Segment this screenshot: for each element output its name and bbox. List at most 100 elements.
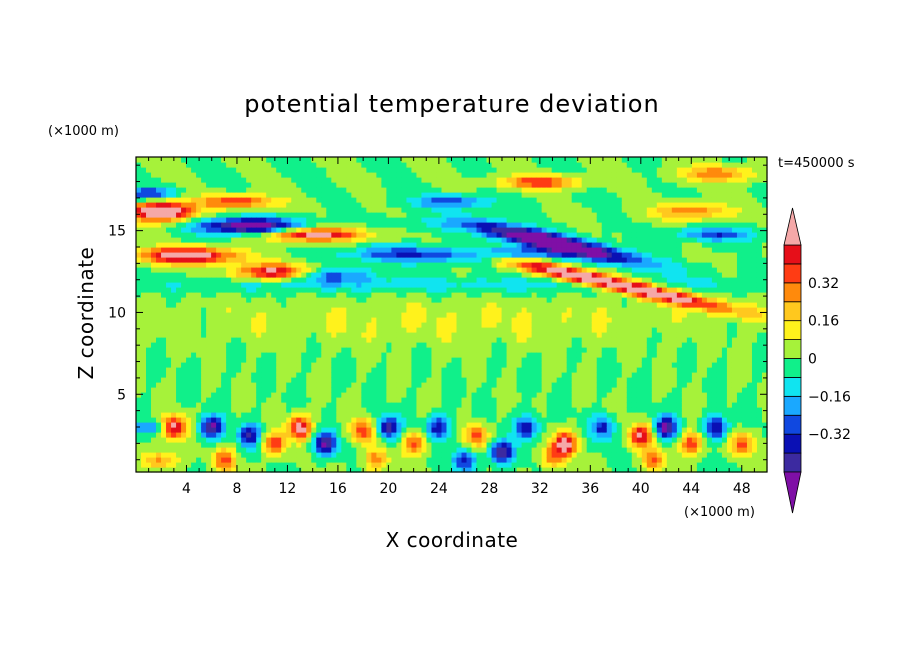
contour-cell (371, 207, 377, 213)
contour-cell (401, 447, 408, 453)
contour-cell (191, 302, 197, 308)
contour-cell (221, 347, 227, 353)
contour-cell (201, 182, 207, 188)
contour-cell (191, 312, 197, 318)
contour-cell (356, 327, 362, 333)
contour-cell (331, 407, 337, 413)
contour-cell (406, 402, 413, 408)
contour-cell (296, 357, 302, 363)
contour-cell (141, 362, 147, 368)
contour-cell (226, 202, 232, 208)
contour-cell (291, 177, 297, 183)
contour-cell (286, 417, 292, 423)
contour-cell (366, 217, 372, 223)
contour-cell (296, 467, 302, 473)
contour-cell (316, 232, 322, 238)
contour-cell (261, 357, 267, 363)
contour-cell (511, 272, 518, 278)
contour-cell (221, 252, 227, 258)
contour-cell (526, 422, 533, 428)
contour-cell (136, 402, 142, 408)
contour-cell (276, 172, 282, 178)
contour-cell (156, 447, 162, 453)
contour-cell (186, 442, 192, 448)
contour-cell (481, 362, 488, 368)
contour-cell (491, 307, 498, 313)
contour-cell (401, 297, 408, 303)
contour-cell (506, 287, 513, 293)
contour-cell (146, 277, 152, 283)
contour-cell (276, 427, 282, 433)
contour-cell (426, 327, 433, 333)
contour-cell (256, 347, 262, 353)
contour-cell (191, 242, 197, 248)
contour-cell (341, 352, 347, 358)
contour-cell (356, 397, 362, 403)
contour-cell (226, 457, 232, 463)
contour-cell (161, 307, 167, 313)
contour-cell (401, 192, 408, 198)
contour-cell (261, 202, 267, 208)
contour-cell (291, 352, 297, 358)
contour-cell (251, 377, 257, 383)
contour-cell (496, 217, 503, 223)
contour-cell (381, 462, 387, 468)
contour-cell (341, 342, 347, 348)
contour-cell (151, 277, 157, 283)
contour-cell (506, 347, 513, 353)
contour-cell (161, 312, 167, 318)
contour-cell (176, 207, 182, 213)
contour-cell (446, 157, 453, 163)
contour-cell (226, 257, 232, 263)
contour-cell (231, 422, 237, 428)
contour-cell (216, 377, 222, 383)
contour-cell (176, 417, 182, 423)
contour-cell (496, 362, 503, 368)
contour-cell (326, 262, 332, 268)
contour-cell (166, 372, 172, 378)
contour-cell (176, 437, 182, 443)
contour-cell (241, 372, 247, 378)
contour-cell (286, 377, 292, 383)
contour-cell (391, 442, 398, 448)
contour-cell (211, 242, 217, 248)
contour-cell (151, 307, 157, 313)
contour-cell (476, 297, 483, 303)
contour-cell (301, 432, 307, 438)
contour-cell (461, 397, 468, 403)
contour-cell (411, 272, 418, 278)
contour-cell (171, 322, 177, 328)
contour-cell (496, 182, 503, 188)
contour-cell (231, 452, 237, 458)
contour-cell (311, 237, 317, 243)
contour-cell (471, 277, 478, 283)
contour-cell (436, 267, 443, 273)
contour-cell (491, 237, 498, 243)
contour-cell (426, 372, 433, 378)
contour-cell (251, 227, 257, 233)
contour-cell (441, 322, 448, 328)
contour-cell (221, 172, 227, 178)
contour-cell (276, 452, 282, 458)
contour-cell (246, 182, 252, 188)
contour-cell (451, 262, 458, 268)
contour-cell (286, 307, 292, 313)
contour-cell (471, 367, 478, 373)
contour-cell (216, 372, 222, 378)
contour-cell (311, 412, 317, 418)
contour-cell (411, 337, 418, 343)
contour-cell (241, 337, 247, 343)
contour-cell (266, 447, 272, 453)
contour-cell (136, 407, 142, 413)
contour-cell (356, 407, 362, 413)
contour-cell (386, 177, 393, 183)
contour-cell (456, 397, 463, 403)
contour-cell (246, 452, 252, 458)
contour-cell (441, 357, 448, 363)
contour-cell (331, 267, 337, 273)
contour-cell (396, 302, 403, 308)
contour-cell (521, 257, 528, 263)
contour-cell (196, 177, 202, 183)
contour-cell (171, 422, 177, 428)
contour-cell (391, 452, 398, 458)
